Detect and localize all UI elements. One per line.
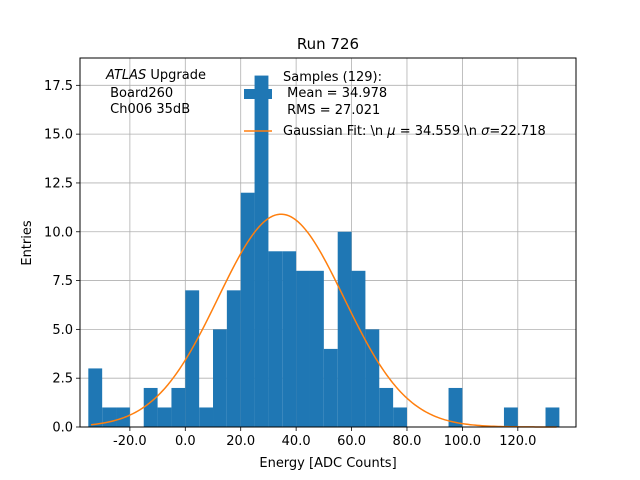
histogram-bar [199, 407, 214, 427]
histogram-bar [365, 329, 380, 427]
histogram-bar [171, 387, 186, 427]
histogram-bar [296, 270, 310, 427]
histogram-bar [102, 407, 117, 427]
x-tick-label: -20.0 [113, 434, 147, 449]
legend-fit-label: Gaussian Fit: \n μ = 34.559 \n σ=22.718 [283, 124, 546, 139]
x-axis-ticks: -20.0 0.0 20.0 40.0 60.0 80.0 100.0 120.0 [113, 427, 536, 449]
histogram-bar [323, 348, 338, 427]
histogram-bar [254, 75, 269, 428]
y-tick-label: 5.0 [52, 323, 73, 338]
gaussian-fit-line [90, 213, 557, 428]
legend-samples-label: Samples (129): [283, 70, 382, 85]
chart-title: Run 726 [297, 35, 359, 53]
y-axis-label: Entries [20, 220, 35, 266]
histogram-bar [213, 329, 227, 427]
x-tick-label: 60.0 [337, 434, 366, 449]
histogram-bar [503, 407, 518, 427]
x-tick-label: 0.0 [175, 434, 196, 449]
legend-fit-mu-symbol: μ [386, 124, 395, 139]
x-tick-label: 40.0 [282, 434, 311, 449]
histogram-bar [379, 387, 394, 427]
legend-fit-mid: = 34.559 \n [396, 124, 482, 139]
y-axis-ticks: 0.0 2.5 5.0 7.5 10.0 12.5 15.0 17.5 [44, 79, 80, 436]
legend-samples-swatch [244, 89, 272, 99]
histogram-bar [226, 290, 241, 427]
legend-samples-mean: Mean = 34.978 [283, 86, 387, 101]
legend: Samples (129): Mean = 34.978 RMS = 27.02… [244, 70, 546, 139]
x-axis-label: Energy [ADC Counts] [259, 456, 396, 471]
histogram-bars [88, 75, 560, 428]
y-tick-label: 7.5 [52, 274, 73, 289]
legend-fit-suffix: =22.718 [489, 124, 545, 139]
atlas-upgrade-text: Upgrade [146, 68, 206, 83]
legend-samples-rms: RMS = 27.021 [283, 103, 380, 118]
x-tick-label: 120.0 [499, 434, 536, 449]
histogram-bar [351, 270, 366, 427]
histogram-bar [282, 251, 297, 427]
atlas-annotation-channel: Ch006 35dB [106, 102, 190, 117]
y-tick-label: 15.0 [44, 128, 73, 143]
y-tick-label: 2.5 [52, 372, 73, 387]
histogram-bar [268, 251, 283, 427]
atlas-annotation-line1: ATLAS Upgrade [105, 68, 206, 83]
histogram-bar [337, 231, 352, 427]
histogram-bar [157, 407, 172, 427]
x-tick-label: 20.0 [226, 434, 255, 449]
x-tick-label: 100.0 [444, 434, 481, 449]
y-tick-label: 12.5 [44, 176, 73, 191]
y-tick-label: 17.5 [44, 79, 73, 94]
histogram-bar [88, 368, 103, 427]
histogram-bar [143, 387, 158, 427]
histogram-bar [545, 407, 560, 427]
histogram-bar [393, 407, 407, 427]
histogram-bar [309, 270, 324, 427]
axes-frame [79, 57, 577, 428]
histogram-bar [240, 192, 255, 427]
x-tick-label: 80.0 [392, 434, 421, 449]
histogram-bar [185, 290, 200, 427]
y-tick-label: 0.0 [52, 421, 73, 436]
legend-fit-sigma-symbol: σ [481, 124, 490, 139]
atlas-annotation-board: Board260 [106, 86, 173, 101]
atlas-label: ATLAS [105, 68, 146, 83]
y-tick-label: 10.0 [44, 225, 73, 240]
legend-fit-prefix: Gaussian Fit: \n [283, 124, 387, 139]
histogram-bar [448, 387, 463, 427]
